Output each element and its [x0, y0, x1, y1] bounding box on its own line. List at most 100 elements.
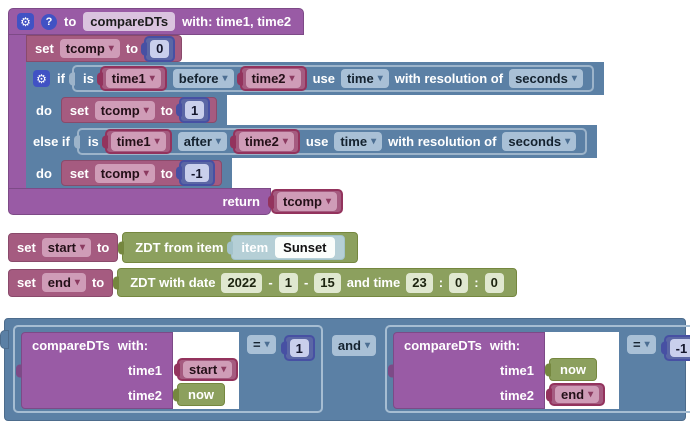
zdt-from-item-block[interactable]: ZDT from item item Sunset [122, 232, 358, 263]
set-variable-block[interactable]: set start ▾ to [8, 233, 119, 262]
number-block[interactable]: -1 [179, 160, 215, 186]
zdt-with-date-label: ZDT with date [130, 275, 216, 290]
number-field[interactable]: 1 [185, 101, 205, 119]
set-start-statement[interactable]: set start ▾ to ZDT from item item Sunset [8, 232, 358, 263]
number-field[interactable]: -1 [185, 164, 209, 182]
time-source-dropdown[interactable]: time ▾ [340, 69, 389, 88]
number-field[interactable]: 1 [289, 339, 309, 357]
now-block[interactable]: now [549, 358, 598, 381]
variable-dropdown[interactable]: tcomp ▾ [94, 163, 155, 183]
zdt-with-date-block[interactable]: ZDT with date 2022 - 1 - 15 and time 23 … [117, 268, 517, 297]
mutator-gear-icon[interactable]: ⚙ [17, 13, 34, 30]
function-header[interactable]: ⚙ ? to compareDTs with: time1, time2 [8, 8, 305, 35]
use-label: use [312, 71, 335, 86]
now-block[interactable]: now [177, 383, 225, 406]
variable-dropdown[interactable]: tcomp ▾ [94, 100, 155, 120]
is-label: is [82, 71, 94, 86]
time-separator: : [438, 275, 444, 290]
variable-name: end [47, 275, 71, 290]
function-name-field[interactable]: compareDTs [83, 12, 176, 31]
compare-operator-dropdown[interactable]: before ▾ [172, 69, 234, 88]
function-call-block[interactable]: compareDTs with: time1 time2 [21, 332, 239, 409]
dropdown-arrow-icon: ▾ [149, 73, 155, 84]
variable-dropdown[interactable]: start ▾ [183, 361, 233, 378]
variable-get-block[interactable]: tcomp ▾ [271, 189, 344, 214]
set-variable-block[interactable]: set tcomp ▾ to 0 [26, 35, 183, 62]
variable-dropdown[interactable]: time2 ▾ [245, 69, 301, 88]
dropdown-arrow-icon: ▾ [282, 136, 288, 147]
variable-dropdown[interactable]: end ▾ [41, 273, 86, 292]
second-field[interactable]: 0 [484, 272, 504, 293]
zdt-from-item-label: ZDT from item [135, 240, 224, 255]
variable-get-block[interactable]: time1 ▾ [99, 66, 167, 91]
variable-get-block[interactable]: time2 ▾ [232, 129, 300, 154]
operator-value: = [633, 337, 641, 352]
set-variable-block[interactable]: set tcomp ▾ to -1 [60, 160, 222, 186]
operator-value: before [178, 71, 219, 86]
param-time2-label: time2 [128, 388, 162, 403]
now-label: now [560, 362, 587, 377]
equals-operator-dropdown[interactable]: = ▾ [627, 335, 656, 354]
variable-dropdown[interactable]: end ▾ [555, 386, 600, 403]
number-field[interactable]: -1 [669, 339, 690, 357]
compare-operator-dropdown[interactable]: after ▾ [177, 132, 227, 151]
day-field[interactable]: 15 [314, 272, 341, 293]
resolution-dropdown[interactable]: seconds ▾ [502, 132, 577, 151]
set-variable-block[interactable]: set end ▾ to [8, 268, 114, 297]
variable-dropdown[interactable]: tcomp ▾ [59, 39, 120, 58]
variable-dropdown[interactable]: time2 ▾ [238, 132, 294, 151]
variable-get-block[interactable]: time2 ▾ [239, 66, 307, 91]
time-source-dropdown[interactable]: time ▾ [334, 132, 383, 151]
variable-get-block[interactable]: start ▾ [177, 358, 239, 381]
if-row: ⚙ if is time1 ▾ before [26, 62, 604, 95]
resolution-value: seconds [508, 134, 562, 149]
datetime-compare-block[interactable]: is time1 ▾ after ▾ [76, 128, 588, 155]
resolution-dropdown[interactable]: seconds ▾ [509, 69, 583, 88]
set-variable-block[interactable]: set tcomp ▾ to 1 [60, 97, 218, 123]
dropdown-arrow-icon: ▾ [326, 196, 332, 207]
help-icon[interactable]: ? [41, 13, 57, 30]
item-block[interactable]: item Sunset [231, 235, 345, 260]
function-definition-block[interactable]: ⚙ ? to compareDTs with: time1, time2 set… [8, 8, 604, 215]
dropdown-arrow-icon: ▾ [565, 136, 571, 147]
minute-field[interactable]: 0 [449, 272, 469, 293]
variable-dropdown[interactable]: tcomp ▾ [277, 192, 338, 211]
if-else-block[interactable]: ⚙ if is time1 ▾ before [26, 62, 604, 188]
item-name-field[interactable]: Sunset [275, 237, 335, 258]
variable-dropdown[interactable]: start ▾ [41, 238, 92, 257]
year-field[interactable]: 2022 [221, 272, 263, 293]
variable-dropdown[interactable]: time1 ▾ [105, 69, 161, 88]
dropdown-arrow-icon: ▾ [143, 104, 149, 116]
set-label: set [35, 41, 54, 56]
logic-compare-block[interactable]: compareDTs with: time1 time2 now [385, 325, 690, 413]
number-block[interactable]: 1 [283, 335, 315, 361]
number-block[interactable]: -1 [663, 335, 690, 361]
do-label: do [36, 165, 52, 181]
variable-dropdown[interactable]: time1 ▾ [110, 132, 166, 151]
mutator-gear-icon[interactable]: ⚙ [33, 70, 50, 87]
set-end-statement[interactable]: set end ▾ to ZDT with date 2022 - 1 - 15… [8, 268, 517, 297]
hour-field[interactable]: 23 [406, 272, 433, 293]
variable-get-block[interactable]: end ▾ [549, 383, 606, 406]
logic-and-block[interactable]: compareDTs with: time1 time2 [0, 318, 690, 421]
operator-value: = [253, 337, 261, 352]
month-field[interactable]: 1 [278, 272, 298, 293]
operator-value: after [183, 134, 212, 149]
dropdown-arrow-icon: ▾ [222, 73, 228, 84]
dropdown-arrow-icon: ▾ [644, 339, 650, 350]
equals-operator-dropdown[interactable]: = ▾ [247, 335, 276, 354]
dropdown-arrow-icon: ▾ [143, 167, 149, 179]
number-field[interactable]: 0 [150, 39, 170, 58]
if-label: if [57, 71, 65, 86]
datetime-compare-block[interactable]: is time1 ▾ before ▾ [71, 65, 594, 92]
date-separator: - [268, 275, 273, 290]
variable-name: time1 [111, 71, 146, 86]
date-separator: - [303, 275, 309, 290]
variable-get-block[interactable]: time1 ▾ [104, 129, 172, 154]
variable-name: tcomp [65, 41, 105, 56]
logic-compare-block[interactable]: compareDTs with: time1 time2 [13, 325, 323, 413]
number-block[interactable]: 1 [179, 97, 211, 123]
function-call-block[interactable]: compareDTs with: time1 time2 now [393, 332, 620, 409]
number-block[interactable]: 0 [144, 35, 176, 62]
and-operator-dropdown[interactable]: and ▾ [331, 335, 377, 356]
